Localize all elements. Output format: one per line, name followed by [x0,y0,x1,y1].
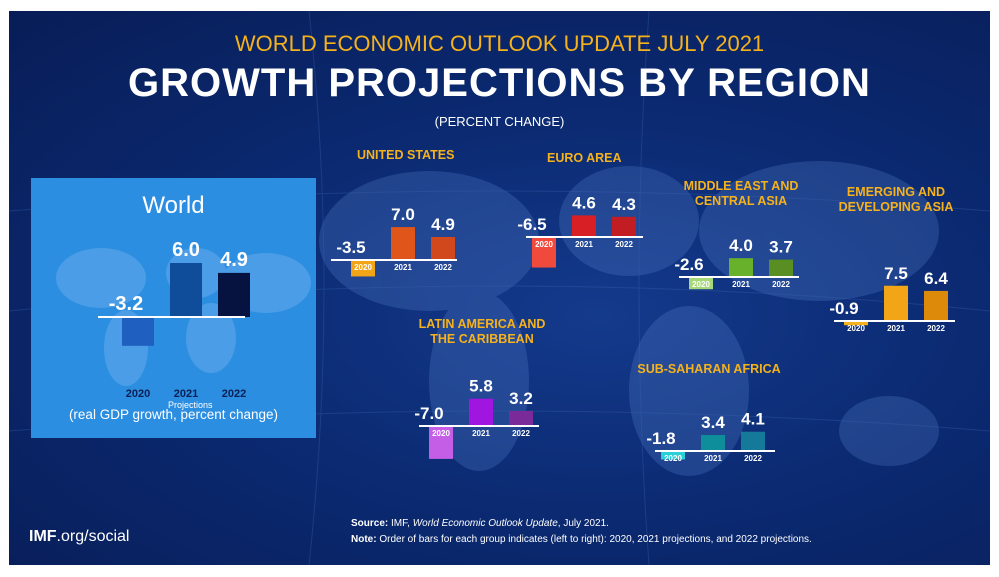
world-bar-2020 [122,317,154,346]
sub-saharan-africa-bar-2022 [741,431,765,451]
latin-america-and-the-caribbean-chart-title-line: THE CARIBBEAN [430,332,533,346]
credit-rest: .org/social [56,528,130,545]
sub-saharan-africa-chart-title: SUB-SAHARAN AFRICA [637,362,780,376]
latin-america-and-the-caribbean-tick-label: 2021 [472,429,490,438]
emerging-and-developing-asia-bar-2022 [924,290,948,321]
world-bar-2021 [170,263,202,317]
emerging-and-developing-asia-value-label: 6.4 [924,269,948,288]
world-tick-label: 2020 [126,388,150,400]
euro-area-chart-title: EURO AREA [547,151,622,165]
imf-credit: IMF.org/social [29,528,129,546]
source-tail: , July 2021. [557,518,609,529]
sub-saharan-africa-tick-label: 2022 [744,454,762,463]
latin-america-and-the-caribbean-value-label: 5.8 [469,377,493,396]
world-tick-label: 2021 [174,388,198,400]
emerging-and-developing-asia-tick-label: 2021 [887,324,905,333]
latin-america-and-the-caribbean-tick-label: 2022 [512,429,530,438]
emerging-and-developing-asia-tick-label: 2020 [847,324,865,333]
emerging-and-developing-asia-bar-2021 [884,285,908,321]
euro-area-tick-label: 2022 [615,240,633,249]
latin-america-and-the-caribbean-value-label: 3.2 [509,389,533,408]
united-states-value-label: 7.0 [391,205,415,224]
emerging-and-developing-asia-chart-title: EMERGING AND DEVELOPING ASIA [839,185,954,214]
latin-america-and-the-caribbean-bar-2020 [429,426,453,459]
latin-america-and-the-caribbean-value-label: -7.0 [414,404,443,423]
middle-east-and-central-asia-value-label: 4.0 [729,236,753,255]
emerging-and-developing-asia-bar-2020 [844,321,868,326]
united-states-bar-2021 [391,227,415,260]
emerging-and-developing-asia-value-label: -0.9 [829,299,858,318]
euro-area-bar-2022 [612,216,636,237]
euro-area-value-label: -6.5 [517,215,546,234]
sub-saharan-africa-value-label: 3.4 [701,413,725,432]
source-note: Source: IMF, World Economic Outlook Upda… [351,518,609,529]
emerging-and-developing-asia-tick-label: 2022 [927,324,945,333]
united-states-bar-2020 [351,260,375,277]
middle-east-and-central-asia-bar-2020 [689,277,713,290]
middle-east-and-central-asia-bar-2021 [729,258,753,277]
sub-saharan-africa-bar-2020 [661,451,685,460]
euro-area-bar-2020 [532,237,556,268]
source-italic: World Economic Outlook Update [412,518,558,529]
world-value-label: 4.9 [220,249,248,271]
euro-area-value-label: 4.6 [572,193,596,212]
world-tick-label: 2022 [222,388,246,400]
united-states-tick-label: 2020 [354,263,372,272]
note-text: Order of bars for each group indicates (… [376,534,812,545]
projections-label: Projections [168,400,213,410]
united-states-tick-label: 2021 [394,263,412,272]
world-value-label: 6.0 [172,239,200,261]
united-states-value-label: -3.5 [336,238,365,257]
middle-east-and-central-asia-chart-title-line: CENTRAL ASIA [695,194,787,208]
sub-saharan-africa-bar-2021 [701,435,725,451]
credit-bold: IMF [29,528,57,545]
middle-east-and-central-asia-value-label: -2.6 [674,255,703,274]
report-subtitle: WORLD ECONOMIC OUTLOOK UPDATE JULY 2021 [234,31,765,56]
order-note: Note: Order of bars for each group indic… [351,534,812,545]
euro-area-value-label: 4.3 [612,195,636,214]
euro-area-tick-label: 2021 [575,240,593,249]
latin-america-and-the-caribbean-chart-title: LATIN AMERICA AND THE CARIBBEAN [419,317,546,346]
middle-east-and-central-asia-bar-2022 [769,259,793,277]
middle-east-and-central-asia-tick-label: 2020 [692,280,710,289]
world-title: World [142,192,205,219]
infographic-frame: WORLD ECONOMIC OUTLOOK UPDATE JULY 2021 … [9,11,990,565]
sub-saharan-africa-tick-label: 2020 [664,454,682,463]
sub-saharan-africa-value-label: -1.8 [646,429,675,448]
page-title: GROWTH PROJECTIONS BY REGION [128,61,871,105]
latin-america-and-the-caribbean-bar-2022 [509,410,533,426]
latin-america-and-the-caribbean-chart-title-line: LATIN AMERICA AND [419,317,546,331]
source-label: Source: [351,518,389,529]
middle-east-and-central-asia-tick-label: 2022 [772,280,790,289]
world-caption: (real GDP growth, percent change) [68,407,279,422]
middle-east-and-central-asia-tick-label: 2021 [732,280,750,289]
world-value-label: -3.2 [109,293,143,315]
euro-area-tick-label: 2020 [535,240,553,249]
united-states-chart-title: UNITED STATES [357,148,454,162]
euro-area-bar-2021 [572,215,596,237]
united-states-tick-label: 2022 [434,263,452,272]
sub-saharan-africa-value-label: 4.1 [741,410,765,429]
emerging-and-developing-asia-chart-title-line: EMERGING AND [847,185,945,199]
sub-saharan-africa-tick-label: 2021 [704,454,722,463]
source-text: IMF, [388,518,413,529]
note-label: Note: [351,534,377,545]
latin-america-and-the-caribbean-bar-2021 [469,398,493,426]
united-states-bar-2022 [431,236,455,260]
latin-america-and-the-caribbean-tick-label: 2020 [432,429,450,438]
united-states-value-label: 4.9 [431,215,455,234]
region-charts: -3.2 2020 6.0 2021 4.9 2022 UNITED STATES -3.5 2… [98,148,955,463]
world-bar-2022 [218,272,250,317]
middle-east-and-central-asia-chart-title-line: MIDDLE EAST AND [684,179,799,193]
units-label: (PERCENT CHANGE) [434,114,565,129]
middle-east-and-central-asia-value-label: 3.7 [769,238,793,257]
emerging-and-developing-asia-chart-title-line: DEVELOPING ASIA [839,200,954,214]
emerging-and-developing-asia-value-label: 7.5 [884,264,908,283]
middle-east-and-central-asia-chart-title: MIDDLE EAST AND CENTRAL ASIA [684,179,799,208]
